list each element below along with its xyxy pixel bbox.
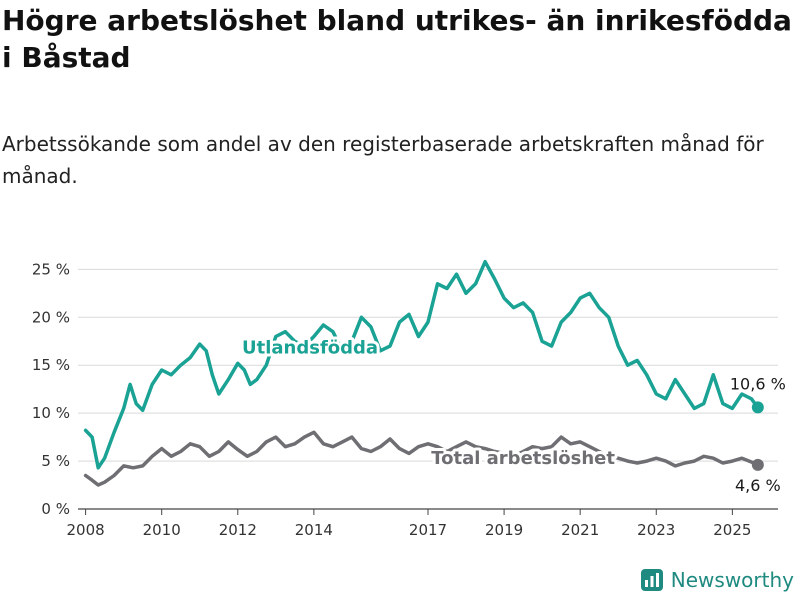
x-tick-label: 2019 [485, 521, 523, 539]
chart-title: Högre arbetslöshet bland utrikes- än inr… [2, 4, 792, 74]
x-tick-label: 2008 [67, 521, 105, 539]
y-tick-label: 0 % [41, 500, 70, 518]
bar-chart-logo-icon [640, 569, 663, 591]
series-line-total [83, 430, 760, 487]
series-labels: 10,6 % 4,6 % Utlandsfödda Total arbetslöshe… [239, 335, 786, 495]
x-tick-label: 2014 [295, 521, 333, 539]
end-value-label: 10,6 % [730, 374, 786, 393]
x-tick-label: 2012 [219, 521, 257, 539]
y-tick-label: 15 % [32, 356, 70, 374]
y-tick-label: 5 % [41, 452, 70, 470]
newsworthy-logo: Newsworthy [640, 568, 794, 592]
x-tick-label: 2010 [143, 521, 181, 539]
x-tick-label: 2021 [561, 521, 599, 539]
y-tick-label: 20 % [32, 308, 70, 326]
end-point-marker [751, 401, 764, 414]
brand-name: Newsworthy [670, 568, 794, 592]
gridlines [78, 268, 778, 510]
axes: 0 % 5 % 10 % 15 % 20 % 25 % 2008 2010 2012 2014 20… [32, 260, 752, 539]
y-tick-label: 10 % [32, 404, 70, 422]
end-point-marker [751, 458, 764, 471]
series-line-utlandsfodda [83, 259, 760, 470]
x-tick-label: 2025 [713, 521, 751, 539]
series-name-label: Total arbetslöshet [431, 448, 615, 469]
series-lines [83, 259, 764, 487]
x-tick-label: 2017 [409, 521, 447, 539]
chart-subtitle: Arbetssökande som andel av den registerb… [2, 132, 764, 188]
end-value-label: 4,6 % [735, 476, 781, 495]
x-tick-label: 2023 [637, 521, 675, 539]
series-name-label: Utlandsfödda [242, 338, 378, 359]
y-tick-label: 25 % [32, 260, 70, 278]
